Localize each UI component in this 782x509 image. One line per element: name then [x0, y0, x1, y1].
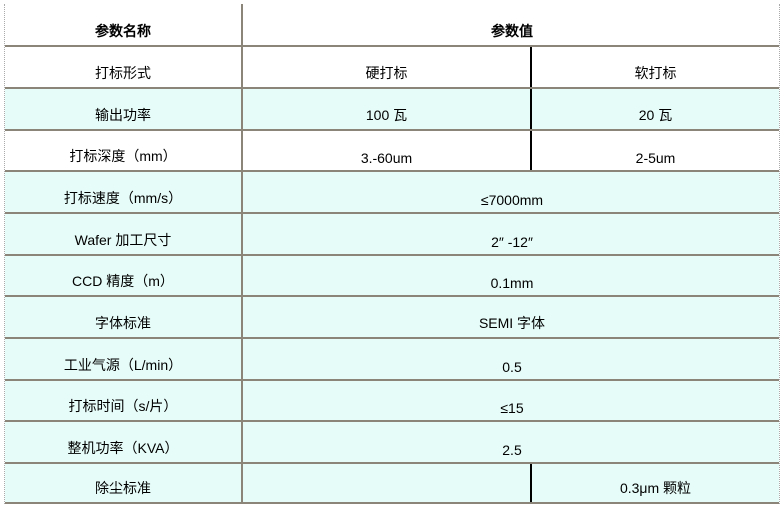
- header-value: 参数值: [491, 23, 533, 39]
- table-row: 打标速度（mm/s） ≤7000mm: [5, 172, 779, 214]
- table-row: 字体标准 SEMI 字体: [5, 297, 779, 339]
- table-row: 打标深度（mm） 3.-60um 2-5um: [5, 131, 779, 172]
- param-name: 打标形式: [5, 47, 243, 87]
- table-row: Wafer 加工尺寸 2″ -12″: [5, 214, 779, 256]
- param-name: 工业气源（L/min）: [5, 339, 243, 379]
- param-value-b: 0.3μm 颗粒: [530, 464, 779, 502]
- table-row: 输出功率 100 瓦 20 瓦: [5, 89, 779, 131]
- param-value-a: 3.-60um: [360, 150, 413, 166]
- param-name: 打标深度（mm）: [5, 131, 243, 170]
- header-name: 参数名称: [5, 4, 243, 45]
- table-row: 打标形式 硬打标 软打标: [5, 47, 779, 89]
- param-value-a: 硬打标: [365, 65, 408, 81]
- param-value: 2.5: [502, 442, 522, 458]
- param-value-a: 100 瓦: [365, 107, 408, 123]
- param-value-b: 2-5um: [530, 131, 779, 170]
- table-row: 整机功率（KVA） 2.5: [5, 422, 779, 464]
- table-row: CCD 精度（m） 0.1mm: [5, 256, 779, 297]
- table-header: 参数名称 参数值: [5, 4, 779, 47]
- spec-table: 参数名称 参数值 打标形式 硬打标 软打标 输出功率 100 瓦 20 瓦打标深度（mm）…: [4, 4, 780, 504]
- param-name: 除尘标准: [5, 464, 243, 502]
- param-value: SEMI 字体: [478, 315, 546, 331]
- param-value: 2″ -12″: [491, 234, 533, 250]
- table-row: 除尘标准 0.3μm 颗粒: [5, 464, 779, 504]
- param-value: ≤7000mm: [480, 192, 544, 208]
- param-value: ≤15: [500, 400, 524, 416]
- param-value-a: [245, 464, 528, 502]
- param-name: Wafer 加工尺寸: [5, 214, 243, 254]
- param-name: 输出功率: [5, 89, 243, 129]
- param-value-b: 20 瓦: [530, 89, 779, 129]
- param-value: 0.5: [502, 359, 522, 375]
- param-name: 打标时间（s/片）: [5, 381, 243, 420]
- param-name: 打标速度（mm/s）: [5, 172, 243, 212]
- param-value: 0.1mm: [490, 275, 534, 291]
- param-name: 字体标准: [5, 297, 243, 337]
- param-name: CCD 精度（m）: [5, 256, 243, 295]
- param-name: 整机功率（KVA）: [5, 422, 243, 462]
- table-row: 工业气源（L/min） 0.5: [5, 339, 779, 381]
- table-row: 打标时间（s/片） ≤15: [5, 381, 779, 422]
- param-value-b: 软打标: [530, 47, 779, 87]
